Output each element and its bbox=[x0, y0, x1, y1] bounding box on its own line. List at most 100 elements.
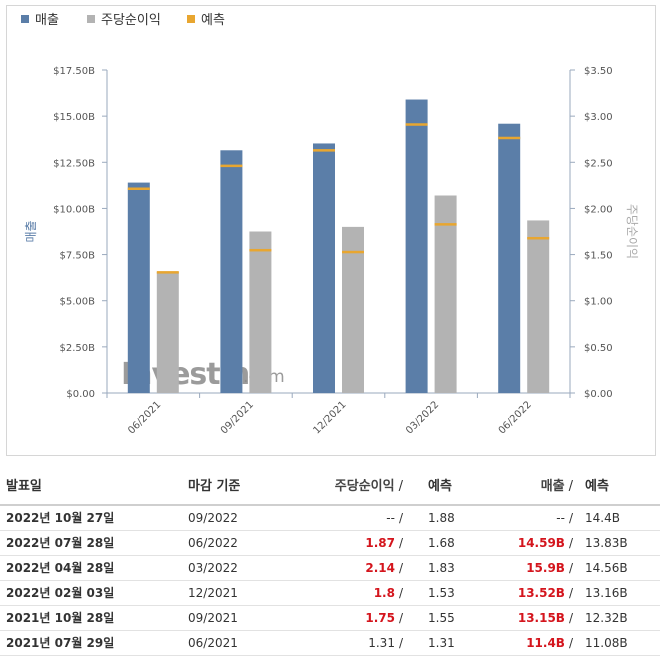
header-eps-label: 주당순이익 bbox=[334, 479, 395, 494]
revenue-forecast-mark bbox=[127, 187, 150, 190]
eps-value: 1.31 bbox=[368, 636, 395, 650]
left-tick-label: $15.00B bbox=[53, 112, 95, 123]
legend-label-1: 매출 bbox=[35, 13, 59, 28]
eps-forecast-mark bbox=[249, 248, 272, 252]
left-tick-label: $5.00B bbox=[60, 297, 96, 308]
eps-slash: / bbox=[398, 611, 403, 625]
revenue-actual: 11.4B / bbox=[526, 631, 573, 655]
eps-bar bbox=[434, 195, 457, 393]
legend-label-3: 예측 bbox=[201, 13, 225, 28]
revenue-forecast-mark bbox=[405, 123, 428, 126]
right-tick-label: $0.50 bbox=[584, 343, 613, 354]
revenue-value: 13.52B bbox=[517, 586, 565, 600]
period-end: 06/2022 bbox=[188, 536, 238, 550]
header-eps-slash: / bbox=[398, 479, 403, 494]
header-eps[interactable]: 주당순이익 / bbox=[335, 470, 403, 504]
eps-forecast: 1.31 bbox=[428, 636, 455, 650]
revenue-forecast: 14.56B bbox=[585, 561, 628, 575]
eps-forecast-mark bbox=[156, 271, 179, 274]
eps-slash: / bbox=[398, 636, 403, 650]
revenue-actual: 15.9B / bbox=[526, 556, 573, 580]
table-body: 2022년 10월 27일 09/2022 --/1.88 --/14.4B 2022년… bbox=[0, 506, 660, 656]
eps-bar bbox=[342, 226, 364, 393]
period-end: 09/2022 bbox=[188, 511, 238, 525]
eps-actual: 2.14/ bbox=[365, 556, 403, 580]
revenue-bar bbox=[313, 143, 335, 393]
eps-slash: / bbox=[398, 586, 403, 600]
right-tick-label: $1.00 bbox=[584, 297, 613, 308]
revenue-slash: / bbox=[568, 536, 573, 550]
header-period-end[interactable]: 마감 기준 bbox=[188, 479, 241, 494]
revenue-actual: -- / bbox=[556, 506, 573, 530]
left-tick-label: $0.00 bbox=[66, 389, 95, 400]
eps-slash: / bbox=[398, 561, 403, 575]
eps-actual: 1.8/ bbox=[374, 581, 403, 605]
right-tick-label: $1.50 bbox=[584, 251, 613, 262]
table-header-row: 발표일 마감 기준 주당순이익 / 예측 매출 / 예측 bbox=[0, 470, 660, 506]
release-date: 2022년 04월 28일 bbox=[6, 561, 115, 575]
revenue-forecast: 13.16B bbox=[585, 586, 628, 600]
period-end: 06/2021 bbox=[188, 636, 238, 650]
left-tick-label: $10.00B bbox=[53, 204, 95, 215]
release-date: 2022년 02월 03일 bbox=[6, 586, 115, 600]
eps-forecast-mark bbox=[342, 250, 364, 254]
earnings-table: 발표일 마감 기준 주당순이익 / 예측 매출 / 예측 2022년 10월 27일… bbox=[0, 470, 660, 656]
eps-value: -- bbox=[386, 511, 395, 525]
revenue-forecast-mark bbox=[498, 136, 521, 140]
eps-value: 1.87 bbox=[365, 536, 395, 550]
revenue-value: 15.9B bbox=[526, 561, 565, 575]
x-tick-label: 06/2021 bbox=[126, 399, 163, 436]
revenue-value: -- bbox=[556, 511, 565, 525]
header-release-date[interactable]: 발표일 bbox=[6, 479, 42, 494]
release-date: 2022년 07월 28일 bbox=[6, 536, 115, 550]
revenue-forecast-mark bbox=[313, 149, 335, 152]
eps-bar bbox=[249, 231, 272, 393]
revenue-slash: / bbox=[568, 611, 573, 625]
right-tick-label: $2.50 bbox=[584, 158, 613, 169]
header-revenue-forecast[interactable]: 예측 bbox=[585, 479, 609, 494]
right-tick-label: $3.00 bbox=[584, 112, 613, 123]
eps-slash: / bbox=[398, 536, 403, 550]
revenue-slash: / bbox=[568, 561, 573, 575]
legend-swatch-3 bbox=[187, 15, 195, 23]
left-tick-label: $2.50B bbox=[60, 343, 96, 354]
chart-panel: 매출주당순이익예측Investing.com$0.00$0.00$2.50B$0… bbox=[6, 5, 656, 456]
eps-value: 1.75 bbox=[365, 611, 395, 625]
revenue-forecast: 14.4B bbox=[585, 511, 620, 525]
revenue-bar bbox=[220, 150, 243, 393]
legend-swatch-1 bbox=[21, 15, 29, 23]
revenue-value: 11.4B bbox=[526, 636, 565, 650]
left-axis-title: 매출 bbox=[24, 220, 38, 242]
eps-actual: 1.87/ bbox=[365, 531, 403, 555]
eps-actual: -- / bbox=[386, 506, 403, 530]
right-tick-label: $3.50 bbox=[584, 66, 613, 77]
table-row: 2021년 10월 28일 09/2021 1.75/1.55 13.15B/12.3… bbox=[0, 606, 660, 631]
right-tick-label: $0.00 bbox=[584, 389, 613, 400]
revenue-bar bbox=[405, 99, 428, 393]
left-tick-label: $7.50B bbox=[60, 251, 96, 262]
x-tick-label: 09/2021 bbox=[219, 399, 256, 436]
eps-forecast-mark bbox=[434, 223, 457, 226]
header-revenue[interactable]: 매출 / bbox=[541, 470, 573, 504]
revenue-slash: / bbox=[568, 586, 573, 600]
eps-forecast: 1.83 bbox=[428, 561, 455, 575]
revenue-bar bbox=[498, 123, 521, 393]
x-tick-label: 12/2021 bbox=[311, 399, 348, 436]
right-axis-title: 주당순이익 bbox=[625, 204, 639, 259]
right-tick-label: $2.00 bbox=[584, 204, 613, 215]
revenue-actual: 13.15B / bbox=[518, 606, 573, 630]
release-date: 2021년 07월 29일 bbox=[6, 636, 115, 650]
table-row: 2022년 10월 27일 09/2022 --/1.88 --/14.4B bbox=[0, 506, 660, 531]
eps-bar bbox=[156, 272, 179, 393]
legend-label-2: 주당순이익 bbox=[101, 13, 161, 28]
revenue-value: 13.15B bbox=[517, 611, 565, 625]
eps-actual: 1.31/ bbox=[368, 631, 403, 655]
header-revenue-label: 매출 bbox=[540, 479, 565, 494]
eps-forecast: 1.68 bbox=[428, 536, 455, 550]
eps-forecast: 1.55 bbox=[428, 611, 455, 625]
table-row: 2022년 07월 28일 06/2022 1.87/1.68 14.59B/13.8… bbox=[0, 531, 660, 556]
revenue-forecast-mark bbox=[220, 164, 243, 168]
release-date: 2021년 10월 28일 bbox=[6, 611, 115, 625]
table-row: 2022년 04월 28일 03/2022 2.14/1.83 15.9B/14.56… bbox=[0, 556, 660, 581]
header-eps-forecast[interactable]: 예측 bbox=[428, 479, 452, 494]
